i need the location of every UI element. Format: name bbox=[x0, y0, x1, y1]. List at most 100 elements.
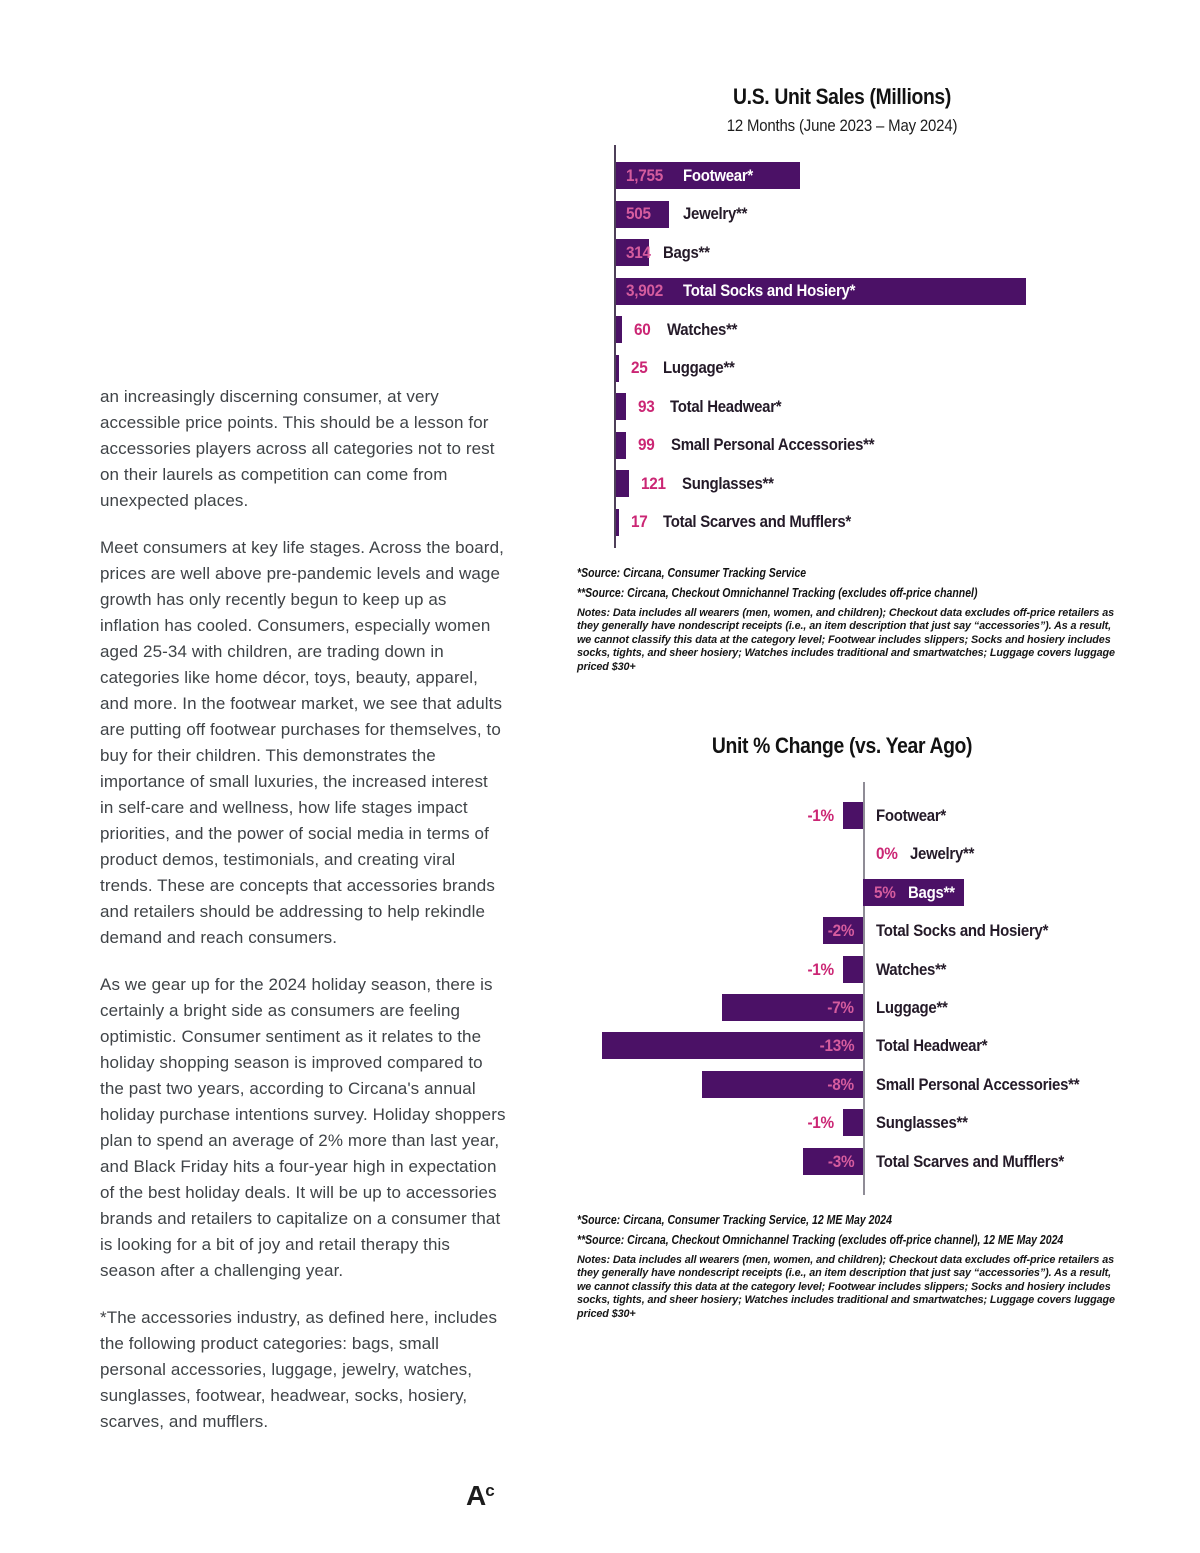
bar-inner-labels: 0% Jewelry** bbox=[876, 840, 983, 867]
unit-sales-plot: 1,755 Footwear* 505 Jewelry** 314 Bags** 3,902… bbox=[614, 145, 1107, 548]
accessories-council-logo: Ac bbox=[466, 1477, 495, 1510]
pct-change-bar bbox=[702, 1070, 863, 1098]
unit-sales-chart: U.S. Unit Sales (Millions) 12 Months (Ju… bbox=[577, 84, 1107, 548]
bar-category-label: Total Scarves and Mufflers* bbox=[663, 512, 852, 531]
pct-change-bar bbox=[842, 802, 863, 829]
bar-value-label: 60 bbox=[634, 319, 651, 339]
logo-letter-c: c bbox=[485, 1481, 495, 1500]
pct-change-row: -8% Small Personal Accessories** bbox=[564, 1070, 1120, 1098]
chart-notes: Notes: Data includes all wearers (men, w… bbox=[577, 607, 1115, 673]
bar-value-label: 93 bbox=[637, 396, 655, 416]
bar-category-label: Luggage** bbox=[663, 358, 735, 377]
bar-value-label: -2% bbox=[827, 921, 855, 941]
bar-value-label: -13% bbox=[819, 1036, 854, 1056]
bar-category-label: Total Socks and Hosiery* bbox=[876, 921, 1049, 941]
pct-change-row: -1% Watches** bbox=[564, 955, 1120, 983]
pct-change-sources: *Source: Circana, Consumer Tracking Serv… bbox=[577, 1211, 1125, 1321]
bar-category-label: Jewelry** bbox=[683, 204, 748, 223]
pct-change-row: -13% Total Headwear* bbox=[564, 1032, 1120, 1060]
pct-change-row: -1% Sunglasses** bbox=[564, 1109, 1120, 1137]
pct-change-row: 5% Bags** bbox=[564, 878, 1120, 906]
bar-value-label: -1% bbox=[807, 806, 834, 825]
unit-sales-bar bbox=[616, 431, 627, 459]
bar-category-label: Luggage** bbox=[876, 997, 948, 1017]
bar-category-label: Footwear* bbox=[876, 806, 946, 825]
bar-category-label: Footwear* bbox=[683, 165, 753, 185]
unit-sales-bar: 3,902 Total Socks and Hosiery* bbox=[616, 277, 1026, 305]
unit-sales-bar: 314 bbox=[616, 239, 651, 266]
unit-sales-row: 93 Total Headwear* bbox=[616, 393, 1107, 420]
bar-category-label: Small Personal Accessories** bbox=[670, 435, 875, 454]
bar-value-label: 5% bbox=[874, 882, 896, 902]
bar-value-label: 505 bbox=[626, 204, 651, 223]
pct-change-bar bbox=[842, 955, 863, 983]
pct-change-bar bbox=[822, 917, 863, 945]
unit-sales-bar bbox=[616, 393, 626, 420]
pct-change-bar bbox=[842, 1109, 863, 1137]
pct-change-row: -2% Total Socks and Hosiery* bbox=[564, 917, 1120, 945]
bar-category-label: Watches** bbox=[666, 319, 737, 339]
unit-sales-bar bbox=[616, 508, 619, 536]
unit-sales-row: 121 Sunglasses** bbox=[616, 470, 1107, 497]
zero-axis-line bbox=[863, 782, 865, 1195]
bar-inner-labels: 5% Bags** bbox=[874, 879, 961, 906]
bar-value-label: -1% bbox=[807, 959, 834, 979]
body-paragraph-1: an increasingly discerning consumer, at … bbox=[100, 387, 495, 510]
unit-sales-row: 25 Luggage** bbox=[616, 354, 1107, 382]
unit-sales-bar: 505 bbox=[616, 200, 670, 228]
bar-value-label: 121 bbox=[640, 473, 666, 493]
pct-change-bar bbox=[802, 1147, 863, 1175]
unit-sales-sources: *Source: Circana, Consumer Tracking Serv… bbox=[577, 564, 1125, 674]
pct-change-row: -1% Footwear* bbox=[564, 802, 1120, 829]
bar-category-label: Sunglasses** bbox=[682, 473, 774, 493]
bar-category-label: Total Socks and Hosiery* bbox=[683, 281, 856, 300]
bar-value-label: -8% bbox=[827, 1074, 855, 1094]
bar-value-label: 25 bbox=[631, 358, 648, 377]
source-line: *Source: Circana, Consumer Tracking Serv… bbox=[577, 566, 807, 580]
bar-value-label: 17 bbox=[631, 512, 648, 531]
bar-category-label: Watches** bbox=[876, 959, 947, 979]
pct-change-bar bbox=[863, 878, 964, 906]
source-line: **Source: Circana, Checkout Omnichannel … bbox=[577, 585, 978, 600]
unit-sales-row: 60 Watches** bbox=[616, 316, 1107, 343]
bar-category-label: Jewelry** bbox=[909, 844, 975, 864]
bar-category-label: Bags** bbox=[907, 882, 955, 902]
unit-sales-bar bbox=[616, 470, 629, 497]
pct-change-bar bbox=[601, 1032, 863, 1060]
source-line: **Source: Circana, Checkout Omnichannel … bbox=[577, 1232, 1064, 1247]
unit-sales-row: 17 Total Scarves and Mufflers* bbox=[616, 508, 1107, 536]
bar-category-label: Total Headwear* bbox=[876, 1036, 988, 1056]
pct-change-plot: -1% Footwear* 0% Jewelry** 5% Bags** -2% Total … bbox=[564, 782, 1120, 1201]
bar-value-label: -1% bbox=[807, 1113, 834, 1133]
bar-category-label: Small Personal Accessories** bbox=[876, 1074, 1080, 1094]
source-line: *Source: Circana, Consumer Tracking Serv… bbox=[577, 1213, 892, 1227]
bar-category-label: Total Scarves and Mufflers* bbox=[876, 1151, 1064, 1171]
bar-value-label: 314 bbox=[626, 242, 651, 262]
pct-change-bar bbox=[722, 993, 863, 1021]
bar-value-label: -7% bbox=[827, 997, 855, 1017]
pct-change-row: 0% Jewelry** bbox=[564, 840, 1120, 867]
bar-value-label: 1,755 bbox=[626, 165, 663, 185]
bar-value-label: -3% bbox=[827, 1151, 855, 1171]
pct-change-chart: Unit % Change (vs. Year Ago) -1% Footwear… bbox=[564, 733, 1120, 1201]
article-text-column: an increasingly discerning consumer, at … bbox=[100, 384, 506, 1456]
bar-value-label: 0% bbox=[876, 844, 898, 864]
unit-sales-row: 3,902 Total Socks and Hosiery* bbox=[616, 277, 1107, 305]
pct-change-chart-title: Unit % Change (vs. Year Ago) bbox=[711, 733, 973, 758]
unit-sales-row: 1,755 Footwear* bbox=[616, 162, 1107, 189]
unit-sales-chart-title: U.S. Unit Sales (Millions) bbox=[733, 84, 951, 109]
body-paragraph-4: *The accessories industry, as defined he… bbox=[100, 1308, 498, 1431]
bar-category-label: Total Headwear* bbox=[670, 396, 782, 416]
body-paragraph-3: As we gear up for the 2024 holiday seaso… bbox=[100, 975, 506, 1280]
bar-value-label: 3,902 bbox=[626, 281, 663, 300]
bar-category-label: Sunglasses** bbox=[876, 1113, 968, 1133]
unit-sales-row: 314 Bags** bbox=[616, 239, 1107, 266]
unit-sales-row: 99 Small Personal Accessories** bbox=[616, 431, 1107, 459]
unit-sales-row: 505 Jewelry** bbox=[616, 200, 1107, 228]
unit-sales-bar bbox=[616, 354, 619, 382]
unit-sales-chart-subtitle: 12 Months (June 2023 – May 2024) bbox=[726, 116, 958, 135]
pct-change-row: -3% Total Scarves and Mufflers* bbox=[564, 1147, 1120, 1175]
unit-sales-bar bbox=[616, 316, 623, 343]
bar-value-label: 99 bbox=[638, 435, 655, 454]
